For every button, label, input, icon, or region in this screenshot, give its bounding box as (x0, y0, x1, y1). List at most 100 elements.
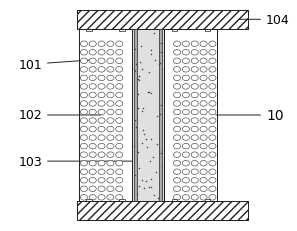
Point (146, 91, 151, 94)
Circle shape (80, 152, 87, 158)
Point (142, 132, 147, 136)
Circle shape (89, 127, 96, 132)
Circle shape (98, 110, 105, 115)
Text: 10: 10 (216, 109, 284, 122)
Circle shape (209, 59, 216, 64)
Circle shape (116, 76, 123, 81)
Circle shape (80, 144, 87, 149)
Circle shape (107, 178, 114, 183)
Circle shape (98, 67, 105, 73)
Point (149, 185, 154, 189)
Point (148, 49, 153, 52)
Circle shape (200, 127, 207, 132)
Circle shape (107, 169, 114, 175)
Circle shape (89, 118, 96, 124)
Circle shape (89, 169, 96, 175)
Circle shape (200, 152, 207, 158)
Bar (77, 202, 248, 220)
Circle shape (116, 186, 123, 192)
Circle shape (89, 135, 96, 141)
Circle shape (182, 93, 189, 98)
Circle shape (98, 59, 105, 64)
Circle shape (107, 118, 114, 124)
Circle shape (182, 101, 189, 107)
Bar (159, 29, 162, 202)
Point (134, 126, 139, 130)
Circle shape (116, 178, 123, 183)
Point (151, 156, 155, 159)
Circle shape (89, 42, 96, 47)
Circle shape (209, 110, 216, 115)
Point (159, 68, 164, 72)
Circle shape (116, 84, 123, 90)
Circle shape (80, 127, 87, 132)
Circle shape (182, 67, 189, 73)
Point (136, 75, 141, 79)
Circle shape (182, 135, 189, 141)
Circle shape (89, 59, 96, 64)
Circle shape (98, 169, 105, 175)
Point (142, 187, 146, 191)
Circle shape (89, 76, 96, 81)
Circle shape (107, 67, 114, 73)
Circle shape (191, 178, 198, 183)
Point (144, 145, 149, 149)
Bar (172, 199, 177, 202)
Circle shape (80, 93, 87, 98)
Circle shape (200, 186, 207, 192)
Circle shape (209, 169, 216, 175)
Bar (119, 29, 124, 32)
Circle shape (191, 67, 198, 73)
Circle shape (209, 76, 216, 81)
Point (140, 68, 145, 72)
Circle shape (200, 161, 207, 166)
Bar (172, 29, 177, 32)
Point (147, 159, 152, 163)
Circle shape (116, 195, 123, 200)
Circle shape (200, 101, 207, 107)
Circle shape (209, 42, 216, 47)
Circle shape (107, 186, 114, 192)
Circle shape (80, 59, 87, 64)
Circle shape (89, 195, 96, 200)
Bar (77, 11, 248, 29)
Circle shape (209, 161, 216, 166)
Circle shape (89, 144, 96, 149)
Circle shape (191, 135, 198, 141)
Point (149, 138, 154, 141)
Point (159, 152, 164, 156)
Circle shape (173, 118, 181, 124)
Point (140, 129, 145, 132)
Circle shape (191, 152, 198, 158)
Point (159, 103, 164, 107)
Circle shape (209, 152, 216, 158)
Circle shape (191, 169, 198, 175)
Point (152, 32, 157, 36)
Circle shape (173, 127, 181, 132)
Circle shape (107, 195, 114, 200)
Point (159, 149, 164, 153)
Circle shape (191, 50, 198, 56)
Circle shape (116, 127, 123, 132)
Circle shape (116, 118, 123, 124)
Circle shape (98, 186, 105, 192)
Circle shape (173, 76, 181, 81)
Circle shape (200, 67, 207, 73)
Circle shape (200, 50, 207, 56)
Circle shape (98, 84, 105, 90)
Circle shape (98, 144, 105, 149)
Circle shape (200, 93, 207, 98)
Circle shape (191, 42, 198, 47)
Circle shape (191, 93, 198, 98)
Circle shape (173, 59, 181, 64)
Point (136, 150, 140, 154)
Point (156, 197, 160, 200)
Circle shape (182, 42, 189, 47)
Point (159, 42, 163, 45)
Circle shape (107, 50, 114, 56)
Circle shape (80, 169, 87, 175)
Circle shape (182, 84, 189, 90)
Point (159, 164, 164, 168)
Circle shape (89, 178, 96, 183)
Circle shape (107, 76, 114, 81)
